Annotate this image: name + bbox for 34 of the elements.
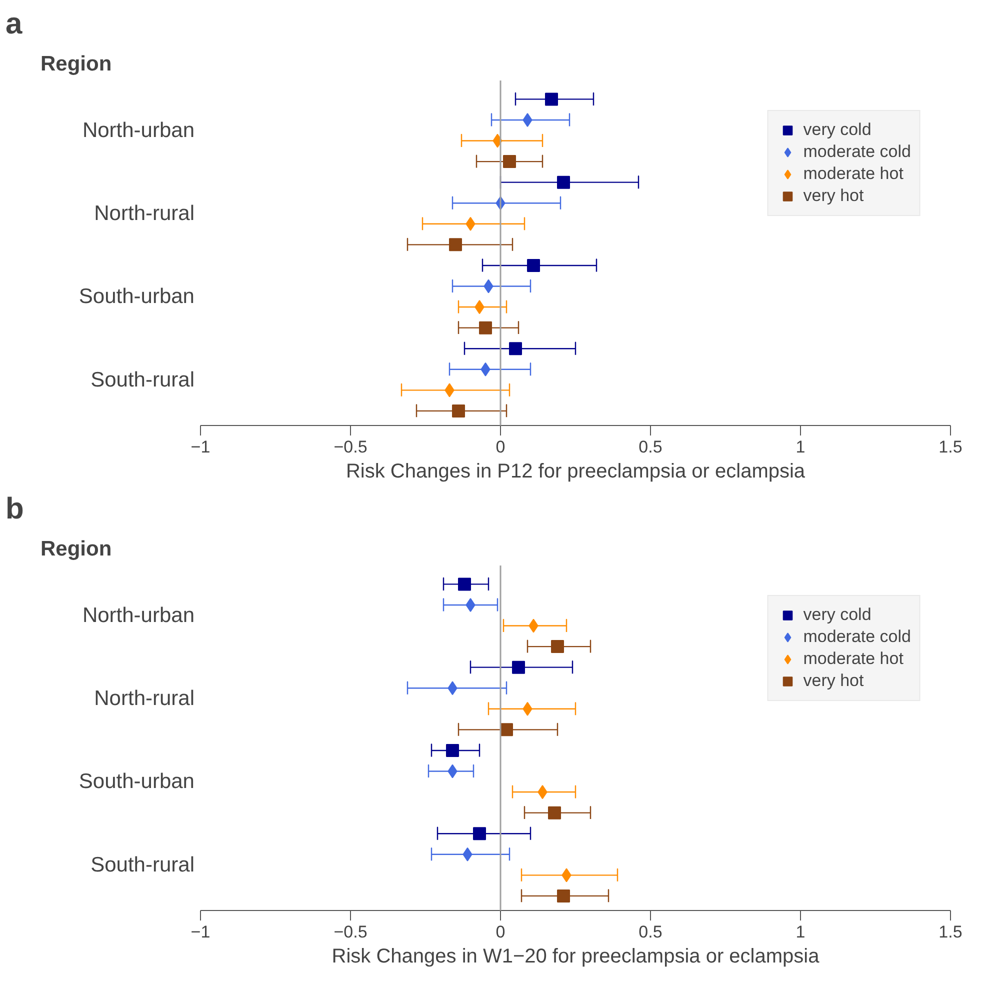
x-axis-title: Risk Changes in P12 for preeclampsia or eclampsia: [346, 460, 806, 482]
legend-label: very cold: [803, 120, 872, 140]
x-tick-label: 0: [496, 438, 506, 456]
x-tick-label: −1: [190, 438, 210, 456]
legend-label: moderate cold: [803, 627, 911, 647]
x-tick-label: 0.5: [638, 438, 662, 456]
x-tick-label: 1.5: [938, 922, 962, 942]
y-tick-label: North-rural: [94, 202, 195, 226]
y-tick-label: South-rural: [90, 853, 195, 876]
y-tick-label: South-urban: [78, 285, 195, 308]
x-axis-title: Risk Changes in W1−20 for preeclampsia or eclampsia: [332, 946, 820, 968]
y-tick-label: South-urban: [78, 770, 195, 794]
chart-title: a: [6, 8, 22, 40]
legend-label: very hot: [803, 186, 864, 206]
legend-label: moderate hot: [803, 164, 904, 184]
y-axis-title: Region: [40, 52, 112, 76]
chart-title: b: [6, 492, 24, 526]
x-tick-label: 1: [796, 438, 806, 456]
y-tick-label: North-rural: [94, 687, 195, 710]
y-tick-label: North-urban: [82, 604, 195, 627]
x-tick-label: 1.5: [938, 438, 962, 456]
legend-label: moderate cold: [803, 142, 911, 162]
x-tick-label: −1: [190, 922, 210, 942]
x-tick-label: 0: [496, 922, 506, 942]
y-axis-title: Region: [40, 538, 112, 560]
x-tick-label: −0.5: [334, 438, 368, 456]
legend-label: very cold: [803, 605, 872, 625]
x-tick-label: 0.5: [638, 922, 662, 942]
legend-label: very hot: [803, 671, 864, 691]
x-tick-label: 1: [796, 922, 806, 942]
legend-label: moderate hot: [803, 649, 904, 669]
y-tick-label: South-rural: [90, 368, 195, 392]
y-tick-label: North-urban: [82, 118, 195, 142]
x-tick-label: −0.5: [334, 922, 368, 942]
